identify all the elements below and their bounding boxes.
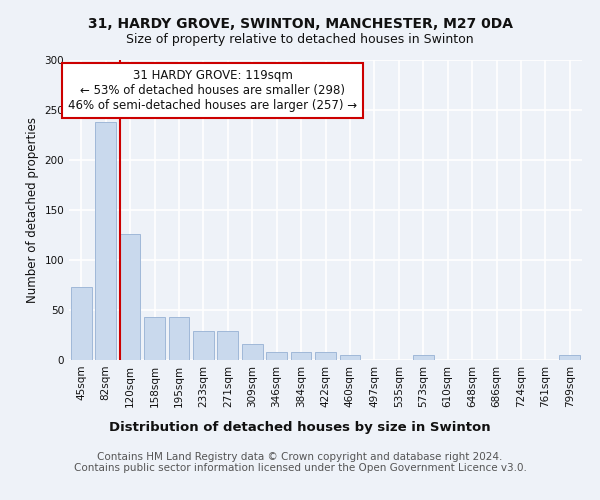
Bar (559, 355, 580, 360)
Bar (242, 344, 263, 360)
Text: Distribution of detached houses by size in Swinton: Distribution of detached houses by size … (109, 421, 491, 434)
Bar (95, 122, 116, 360)
Bar (119, 234, 140, 360)
Bar (144, 317, 165, 360)
Bar (413, 355, 434, 360)
Bar (315, 352, 336, 360)
Text: Size of property relative to detached houses in Swinton: Size of property relative to detached ho… (126, 32, 474, 46)
Bar (340, 355, 361, 360)
Y-axis label: Number of detached properties: Number of detached properties (26, 117, 39, 303)
Bar (169, 317, 190, 360)
Text: 31 HARDY GROVE: 119sqm
← 53% of detached houses are smaller (298)
46% of semi-de: 31 HARDY GROVE: 119sqm ← 53% of detached… (68, 69, 357, 112)
Bar (290, 352, 311, 360)
Bar (71, 287, 92, 360)
Text: 31, HARDY GROVE, SWINTON, MANCHESTER, M27 0DA: 31, HARDY GROVE, SWINTON, MANCHESTER, M2… (88, 18, 512, 32)
Bar (193, 331, 214, 360)
Bar (217, 331, 238, 360)
Bar (266, 352, 287, 360)
Text: Contains HM Land Registry data © Crown copyright and database right 2024.
Contai: Contains HM Land Registry data © Crown c… (74, 452, 526, 473)
